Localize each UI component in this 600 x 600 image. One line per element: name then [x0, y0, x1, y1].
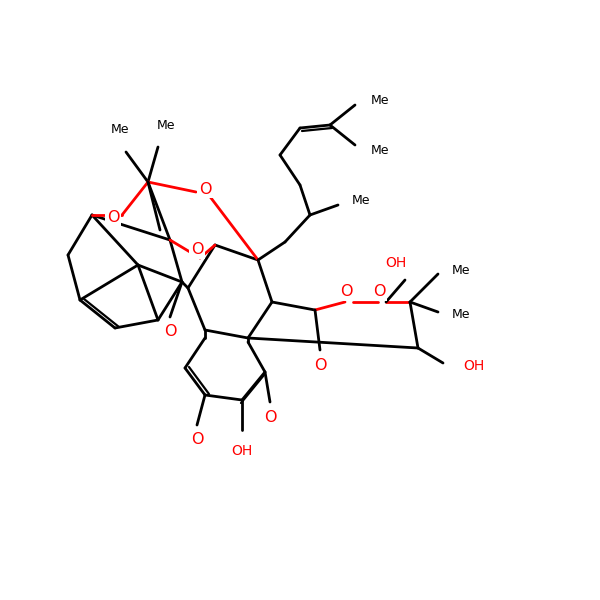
Text: OH: OH — [385, 256, 407, 270]
Text: O: O — [314, 358, 326, 373]
Text: Me: Me — [371, 94, 389, 107]
Text: O: O — [199, 181, 211, 196]
Text: Me: Me — [452, 307, 470, 320]
Text: Me: Me — [157, 119, 175, 132]
Text: O: O — [107, 211, 119, 226]
Text: Me: Me — [352, 193, 371, 206]
Text: O: O — [191, 433, 203, 448]
Text: Me: Me — [371, 143, 389, 157]
Text: O: O — [264, 409, 276, 425]
Text: Me: Me — [111, 123, 129, 136]
Text: O: O — [373, 284, 385, 299]
Text: OH: OH — [463, 359, 484, 373]
Text: O: O — [191, 242, 203, 257]
Text: Me: Me — [452, 263, 470, 277]
Text: O: O — [164, 325, 176, 340]
Text: O: O — [340, 284, 352, 299]
Text: OH: OH — [232, 444, 253, 458]
